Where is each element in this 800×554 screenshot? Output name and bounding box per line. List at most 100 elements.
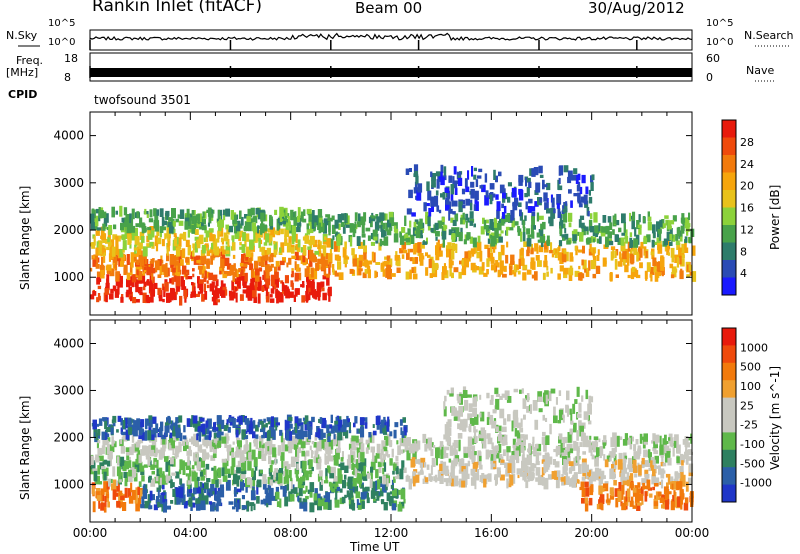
velocity-cell bbox=[594, 442, 599, 447]
power-cell bbox=[201, 280, 204, 292]
power-cell bbox=[327, 217, 330, 222]
power-cell bbox=[413, 244, 417, 255]
velocity-cell bbox=[662, 462, 667, 467]
velocity-cell bbox=[586, 440, 592, 448]
power-cell bbox=[431, 173, 436, 181]
power-cell bbox=[539, 197, 543, 203]
power-cell bbox=[379, 212, 385, 221]
power-cell bbox=[489, 219, 494, 230]
power-cell bbox=[630, 240, 634, 248]
power-cell bbox=[101, 257, 104, 266]
power-cell bbox=[120, 256, 124, 267]
velocity-cell bbox=[574, 399, 578, 404]
power-cell bbox=[172, 267, 176, 273]
power-cell bbox=[526, 187, 530, 197]
velocity-cell bbox=[516, 458, 520, 464]
velocity-cell bbox=[205, 420, 209, 428]
velocity-cell bbox=[317, 458, 322, 463]
power-cell bbox=[488, 252, 494, 260]
power-cell bbox=[232, 271, 236, 282]
power-cell bbox=[499, 218, 502, 223]
power-cell bbox=[401, 227, 406, 233]
velocity-cell bbox=[459, 393, 463, 405]
velocity-cell bbox=[356, 499, 359, 508]
velocity-cell bbox=[666, 489, 670, 500]
velocity-cell bbox=[97, 447, 103, 455]
power-cell bbox=[399, 248, 404, 254]
power-cell bbox=[468, 250, 472, 259]
velocity-cell bbox=[376, 415, 381, 424]
power-cell bbox=[383, 213, 386, 221]
power-cell bbox=[550, 207, 556, 219]
power-cell bbox=[567, 212, 573, 222]
velocity-cell bbox=[403, 426, 407, 436]
velocity-cell bbox=[255, 440, 259, 450]
power-cell bbox=[498, 251, 502, 261]
velocity-cell bbox=[297, 418, 302, 424]
power-cell bbox=[667, 220, 672, 230]
power-cell bbox=[358, 213, 361, 222]
velocity-cell bbox=[334, 420, 339, 425]
power-cell bbox=[313, 216, 318, 223]
velocity-cell bbox=[122, 435, 128, 442]
velocity-cell bbox=[653, 450, 659, 455]
power-cell bbox=[127, 234, 131, 245]
velocity-cell bbox=[181, 460, 185, 468]
power-cell bbox=[581, 174, 586, 184]
velocity-cell bbox=[603, 483, 608, 488]
power-cell bbox=[129, 213, 132, 225]
velocity-cell bbox=[395, 455, 399, 462]
velocity-cell bbox=[558, 409, 563, 421]
power-cell bbox=[262, 254, 266, 261]
power-cell bbox=[266, 247, 271, 255]
power-cell bbox=[562, 224, 566, 228]
velocity-cell bbox=[671, 483, 674, 490]
power-cell bbox=[270, 227, 276, 238]
velocity-cell bbox=[107, 450, 111, 460]
velocity-cell bbox=[103, 471, 107, 481]
velocity-cell bbox=[199, 417, 205, 422]
power-cell bbox=[257, 256, 261, 262]
velocity-colorbar-swatch-3 bbox=[722, 380, 736, 399]
power-cell bbox=[137, 246, 142, 255]
power-cell bbox=[206, 258, 210, 269]
power-cell bbox=[519, 212, 523, 221]
power-cell bbox=[372, 229, 378, 241]
velocity-cell bbox=[554, 470, 559, 480]
velocity-cell bbox=[375, 469, 379, 479]
velocity-cell bbox=[283, 476, 286, 485]
power-cell bbox=[632, 211, 636, 221]
velocity-cell bbox=[168, 417, 171, 424]
power-cell bbox=[247, 247, 251, 255]
velocity-cell bbox=[325, 492, 331, 503]
power-cell bbox=[136, 211, 140, 219]
power-cell bbox=[647, 211, 650, 222]
power-cell bbox=[679, 236, 683, 242]
velocity-cell bbox=[490, 395, 494, 402]
power-cell bbox=[90, 221, 95, 231]
power-cell bbox=[503, 205, 507, 214]
power-cell bbox=[414, 170, 418, 178]
velocity-cell bbox=[537, 391, 543, 402]
velocity-cell bbox=[494, 387, 499, 395]
power-cell bbox=[573, 168, 578, 175]
velocity-cell bbox=[519, 427, 524, 433]
velocity-cell bbox=[319, 429, 323, 436]
velocity-cell bbox=[338, 463, 342, 467]
velocity-cell bbox=[172, 488, 176, 497]
power-cell bbox=[329, 249, 332, 254]
power-cell bbox=[251, 222, 256, 232]
velocity-cell bbox=[410, 458, 416, 468]
velocity-cell bbox=[532, 436, 535, 443]
velocity-cell bbox=[655, 465, 660, 469]
power-cell bbox=[629, 253, 635, 264]
velocity-cell bbox=[377, 479, 381, 490]
velocity-cell bbox=[575, 479, 579, 483]
power-cell bbox=[201, 266, 206, 274]
velocity-colorbar-tick-0: 1000 bbox=[740, 341, 768, 354]
power-cell bbox=[526, 269, 532, 275]
velocity-cell bbox=[106, 493, 110, 499]
power-cell bbox=[137, 279, 142, 284]
power-cell bbox=[294, 288, 298, 297]
power-cell bbox=[290, 274, 294, 278]
